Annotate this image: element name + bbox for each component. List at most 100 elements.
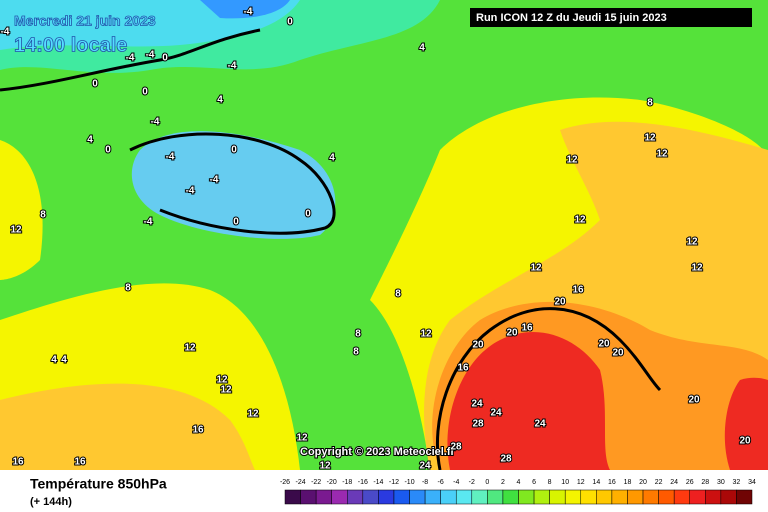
isotherm-label: 16: [12, 457, 24, 468]
isotherm-label: 20: [472, 340, 484, 351]
isotherm-label: 8: [40, 210, 46, 221]
isotherm-label: 12: [644, 133, 656, 144]
forecast-date: Mercredi 21 juin 2023: [14, 13, 156, 29]
scale-label: -20: [327, 479, 337, 486]
isotherm-label: 16: [457, 363, 469, 374]
run-info: Run ICON 12 Z du Jeudi 15 juin 2023: [476, 12, 667, 24]
scale-label: 16: [608, 479, 616, 486]
isotherm-label: 16: [521, 323, 533, 334]
isotherm-label: -4: [244, 7, 253, 18]
zone-mild-sw: [0, 383, 255, 470]
scale-label: 32: [733, 479, 741, 486]
isotherm-label: 4: [51, 355, 57, 366]
isotherm-label: 20: [688, 395, 700, 406]
isotherm-label: 20: [598, 339, 610, 350]
isotherm-label: 8: [395, 289, 401, 300]
isotherm-label: 0: [92, 79, 98, 90]
scale-swatch: [564, 489, 582, 505]
scale-swatch: [424, 489, 441, 505]
isotherm-label: 12: [296, 433, 308, 444]
isotherm-label: 20: [506, 328, 518, 339]
isotherm-label: 24: [419, 461, 431, 472]
scale-swatch: [455, 489, 473, 505]
zone-very-hot: [447, 331, 610, 470]
isotherm-label: -4: [228, 61, 237, 72]
scale-swatch: [673, 489, 690, 505]
scale-label: -16: [358, 479, 368, 486]
isotherm-label: 24: [471, 399, 483, 410]
scale-label: -18: [342, 479, 352, 486]
scale-label: 22: [655, 479, 663, 486]
scale-swatch: [284, 489, 301, 505]
scale-swatch: [362, 489, 379, 505]
scale-label: 24: [670, 479, 678, 486]
isotherm-label: 0: [287, 17, 293, 28]
scale-label: -6: [438, 479, 444, 486]
scale-label: 28: [701, 479, 709, 486]
scale-swatch: [627, 489, 644, 505]
isotherm-label: -4: [151, 117, 160, 128]
isotherm-label: 12: [10, 225, 22, 236]
zone-warm-w: [0, 140, 43, 280]
isotherm-label: 0: [231, 145, 237, 156]
isotherm-label: 4: [61, 355, 67, 366]
scale-label: -24: [296, 479, 306, 486]
isotherm-label: 8: [353, 347, 359, 358]
scale-label: 2: [501, 479, 505, 486]
isotherm-label: 0: [142, 87, 148, 98]
isotherm-label: 4: [419, 43, 425, 54]
isotherm-label: 12: [319, 461, 331, 472]
scale-swatch: [611, 489, 628, 505]
scale-label: 20: [639, 479, 647, 486]
isotherm-label: 8: [355, 329, 361, 340]
scale-swatch: [440, 489, 457, 505]
scale-swatch: [378, 489, 395, 505]
scale-label: -4: [453, 479, 459, 486]
scale-swatch: [347, 489, 364, 505]
scale-swatch: [487, 489, 504, 505]
isotherm-label: 12: [216, 375, 228, 386]
isotherm-label: -4: [166, 152, 175, 163]
scale-label: -12: [389, 479, 399, 486]
scale-swatch: [549, 489, 566, 505]
isotherm-label: 8: [125, 283, 131, 294]
isotherm-label: -4: [144, 217, 153, 228]
footer-lead: (+ 144h): [30, 496, 72, 508]
isotherm-label: 20: [612, 348, 624, 359]
isotherm-label: 4: [217, 95, 223, 106]
isotherm-label: 12: [566, 155, 578, 166]
isotherm-label: 12: [574, 215, 586, 226]
isotherm-label: 16: [572, 285, 584, 296]
scale-label: 26: [686, 479, 694, 486]
scale-label: -14: [373, 479, 383, 486]
scale-label: 12: [577, 479, 585, 486]
isotherm-label: 12: [686, 237, 698, 248]
scale-label: 10: [561, 479, 569, 486]
isotherm-label: 12: [656, 149, 668, 160]
scale-swatch: [533, 489, 550, 505]
scale-label: 30: [717, 479, 725, 486]
scale-swatch: [658, 489, 675, 505]
scale-swatch: [596, 489, 613, 505]
footer-title: Température 850hPa: [30, 476, 167, 492]
zone-greenland: [131, 131, 336, 239]
isotherm-label: 8: [647, 98, 653, 109]
isotherm-label: 24: [490, 408, 502, 419]
forecast-time: 14:00 locale: [14, 34, 127, 56]
isotherm-label: 16: [74, 457, 86, 468]
scale-label: 4: [517, 479, 521, 486]
scale-swatch: [502, 489, 519, 505]
isotherm-label: 4: [329, 153, 335, 164]
scale-label: -2: [469, 479, 475, 486]
isotherm-label: -4: [210, 175, 219, 186]
isotherm-label: 12: [220, 385, 232, 396]
scale-swatch: [315, 489, 332, 505]
isotherm-label: 12: [691, 263, 703, 274]
isotherm-label: 0: [162, 53, 168, 64]
scale-swatch: [705, 489, 722, 505]
copyright: Copyright © 2023 Meteociel.fr: [300, 446, 456, 458]
isotherm-label: 4: [87, 135, 93, 146]
isotherm-label: 12: [420, 329, 432, 340]
scale-swatch: [720, 489, 737, 505]
